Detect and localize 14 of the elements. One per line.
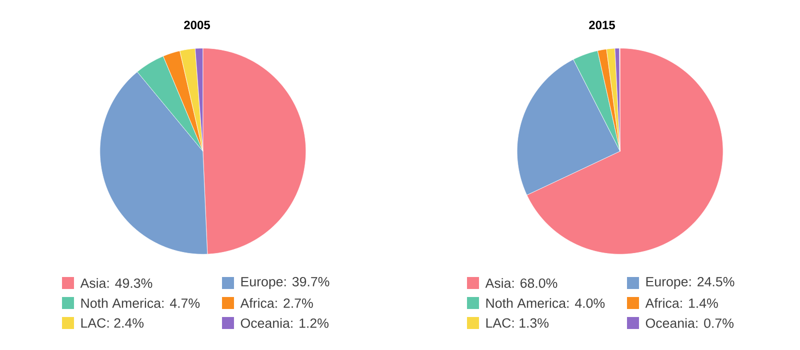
legend-label: Oceania: 0.7% bbox=[646, 318, 734, 328]
legend-label: Oceania: 1.2% bbox=[240, 318, 328, 328]
legend-label: Asia: 68.0% bbox=[485, 278, 558, 288]
legend-label: Noth America: 4.7% bbox=[81, 298, 200, 308]
legend-label: Europe: 39.7% bbox=[241, 276, 330, 290]
chart-title: 2015 bbox=[589, 20, 616, 30]
chart-title: 2005 bbox=[184, 20, 210, 30]
legend-label: Noth America: 4.0% bbox=[486, 298, 605, 308]
legend-label: Asia: 49.3% bbox=[80, 278, 152, 288]
legend-label: Africa: 2.7% bbox=[240, 298, 313, 308]
legend-label: Africa: 1.4% bbox=[645, 298, 718, 308]
legend-label: LAC: 1.3% bbox=[486, 318, 549, 328]
legend-label: Europe: 24.5% bbox=[646, 276, 734, 290]
legend-label: LAC: 2.4% bbox=[81, 318, 144, 328]
